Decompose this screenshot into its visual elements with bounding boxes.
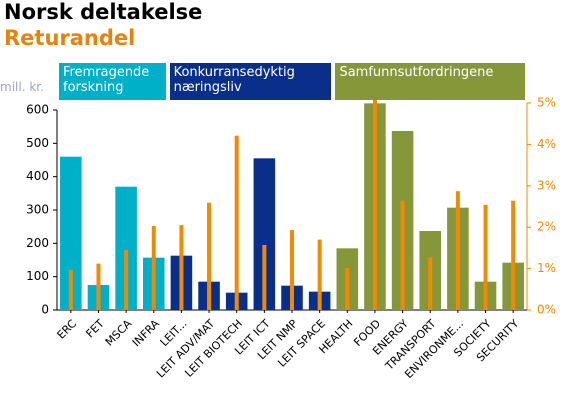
x-tick-label: FET bbox=[83, 317, 107, 341]
x-tick-label: ERC bbox=[55, 317, 80, 342]
share-bar bbox=[151, 225, 156, 310]
share-bar bbox=[234, 135, 239, 310]
y-tick-label: 600 bbox=[26, 103, 49, 117]
bar bbox=[60, 156, 82, 310]
group-header: Konkurransedyktig næringsliv bbox=[169, 63, 332, 100]
share-bar bbox=[345, 267, 350, 310]
y2-tick-label: 1% bbox=[537, 261, 556, 275]
y-tick-label: 200 bbox=[26, 236, 49, 250]
share-bar bbox=[400, 200, 405, 310]
bar bbox=[115, 186, 137, 310]
x-tick-label: INFRA bbox=[130, 317, 163, 350]
y2-tick-label: 5% bbox=[537, 96, 556, 110]
chart-subtitle: Returandel bbox=[4, 26, 136, 50]
share-bar bbox=[455, 191, 460, 310]
share-bar bbox=[179, 225, 184, 310]
group-header: Fremragende forskning bbox=[59, 63, 166, 100]
y2-tick-label: 2% bbox=[537, 220, 556, 234]
y-tick-label: 300 bbox=[26, 203, 49, 217]
y2-tick-label: 4% bbox=[537, 137, 556, 151]
y-tick-label: 0 bbox=[41, 303, 49, 317]
y-tick-label: 500 bbox=[26, 136, 49, 150]
y-axis-label: mill. kr. bbox=[0, 80, 44, 94]
share-bar bbox=[428, 257, 433, 310]
share-bar bbox=[290, 230, 294, 310]
group-header: Samfunnsutfordringene bbox=[335, 63, 525, 100]
share-bar bbox=[207, 202, 212, 310]
bar bbox=[253, 158, 276, 310]
y2-tick-label: 3% bbox=[537, 178, 556, 192]
share-bar bbox=[96, 263, 101, 310]
share-bar bbox=[511, 200, 516, 310]
y-tick-label: 400 bbox=[26, 169, 49, 183]
share-bar bbox=[68, 269, 73, 310]
share-bar bbox=[262, 245, 267, 310]
y-tick-label: 100 bbox=[26, 269, 49, 283]
x-tick-label: MSCA bbox=[103, 317, 135, 349]
share-bar bbox=[317, 239, 322, 310]
share-bar bbox=[483, 204, 488, 310]
share-bar bbox=[124, 249, 129, 310]
share-bar bbox=[372, 92, 377, 311]
y2-tick-label: 0% bbox=[537, 303, 556, 317]
chart-title: Norsk deltakelse bbox=[4, 0, 203, 24]
